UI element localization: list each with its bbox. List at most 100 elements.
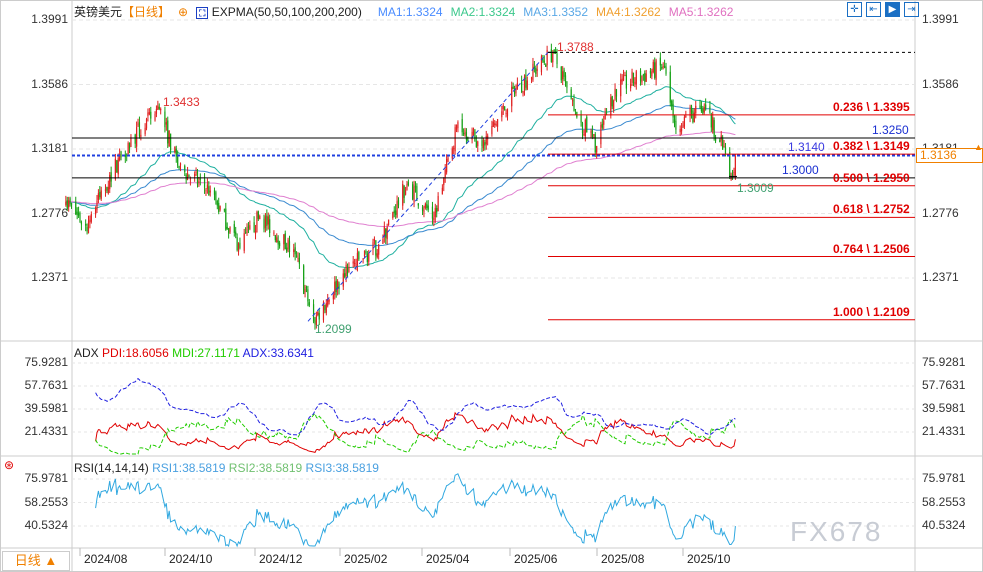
- candle-body: [383, 226, 385, 237]
- candle-body: [246, 228, 248, 234]
- candle-body: [580, 114, 582, 123]
- candle-body: [348, 266, 350, 273]
- expma-indicator-label[interactable]: ⛶ EXPMA(50,50,100,200,200): [196, 5, 370, 19]
- rsi-tick-right: 75.9781: [922, 471, 966, 485]
- candle-body: [733, 171, 735, 173]
- candle-body: [734, 156, 736, 176]
- jump-end-icon[interactable]: ⇥: [904, 2, 919, 17]
- candle-body: [104, 189, 107, 192]
- candle-body: [675, 120, 677, 130]
- candle-body: [652, 61, 654, 73]
- candle-body: [186, 173, 189, 180]
- candle-body: [243, 233, 245, 251]
- hline-label: 1.3250: [872, 123, 909, 137]
- candle-body: [560, 66, 562, 81]
- candle-body: [593, 134, 595, 136]
- candle-body: [444, 169, 446, 178]
- candle-body: [327, 299, 329, 306]
- rsi-legend: RSI(14,14,14) RSI1:38.5819 RSI2:38.5819 …: [74, 461, 379, 475]
- candle-body: [307, 289, 309, 302]
- candle-body: [87, 221, 90, 234]
- candle-body: [269, 219, 271, 234]
- crosshair-icon[interactable]: ✛: [847, 2, 862, 17]
- candle-body: [421, 207, 424, 211]
- move-right-icon[interactable]: ▶: [885, 2, 900, 17]
- candle-body: [294, 247, 296, 255]
- candle-body: [712, 117, 714, 131]
- candle-body: [407, 182, 409, 186]
- ema100-line: [65, 105, 736, 247]
- candle-body: [543, 60, 545, 63]
- candle-body: [308, 302, 310, 306]
- candle-body: [461, 119, 463, 133]
- expma-icon: ⛶: [196, 7, 209, 19]
- zoom-range-icon[interactable]: ⇤: [866, 2, 881, 17]
- candle-body: [136, 127, 138, 147]
- candle-body: [256, 211, 258, 233]
- candle-body: [604, 113, 606, 120]
- adx-tick-right: 75.9281: [922, 355, 966, 369]
- candle-body: [465, 132, 468, 140]
- candle-body: [109, 174, 111, 190]
- candle-body: [550, 49, 552, 62]
- candle-body: [485, 136, 487, 145]
- price-tick-right: 1.3991: [922, 12, 959, 26]
- candle-body: [655, 60, 657, 80]
- candle-body: [699, 105, 701, 108]
- candle-body: [542, 58, 544, 62]
- add-indicator-icon[interactable]: ⊕: [178, 5, 189, 19]
- candle-body: [120, 151, 122, 158]
- candle-body: [477, 141, 479, 147]
- candle-body: [603, 120, 605, 125]
- mdi-line: [95, 412, 736, 455]
- rsi-tick-left: 40.5324: [24, 518, 68, 532]
- candle-body: [709, 106, 711, 113]
- candle-body: [237, 243, 240, 252]
- candle-body: [140, 134, 142, 137]
- rsi1-value: RSI1:38.5819: [152, 461, 226, 475]
- candle-body: [235, 231, 237, 235]
- candle-body: [65, 201, 67, 205]
- candle-body: [168, 130, 170, 147]
- candle-body: [158, 106, 160, 109]
- fib-label: 0.500 \ 1.2950: [833, 170, 910, 185]
- candle-body: [724, 146, 727, 154]
- candle-body: [263, 218, 265, 230]
- candle-body: [295, 255, 298, 257]
- candle-body: [414, 185, 417, 188]
- settings-target-icon[interactable]: ⊛: [4, 458, 15, 472]
- candle-body: [144, 127, 146, 135]
- candle-body: [536, 69, 538, 71]
- candle-body: [610, 97, 612, 116]
- candle-body: [160, 108, 162, 111]
- candle-body: [591, 129, 594, 137]
- candle-body: [654, 62, 656, 78]
- candle-body: [85, 223, 87, 226]
- candle-body: [635, 71, 637, 85]
- fib-label: 0.764 \ 1.2506: [833, 241, 910, 256]
- candle-body: [124, 154, 126, 158]
- period-label: 【日线】: [122, 5, 171, 19]
- candle-body: [216, 200, 218, 206]
- candle-body: [615, 89, 618, 97]
- candle-body: [441, 187, 443, 195]
- hline-label: 1.3000: [782, 162, 819, 177]
- current-price-label: 1.3136: [916, 148, 983, 164]
- candle-body: [395, 210, 397, 215]
- fib-label: 0.236 \ 1.3395: [833, 99, 910, 114]
- high-label: 1.3433: [163, 95, 200, 109]
- candle-body: [157, 105, 159, 110]
- candle-body: [203, 179, 206, 188]
- candle-body: [117, 158, 119, 175]
- candle-body: [218, 202, 220, 213]
- candle-body: [457, 122, 459, 129]
- candle-body: [690, 105, 693, 113]
- candle-body: [94, 208, 97, 215]
- period-button[interactable]: 日线 ▲: [2, 551, 70, 571]
- candle-body: [228, 228, 230, 234]
- candle-body: [664, 65, 666, 68]
- candle-body: [695, 105, 697, 114]
- rsi-tick-left: 75.9781: [24, 471, 68, 485]
- candle-body: [80, 222, 83, 225]
